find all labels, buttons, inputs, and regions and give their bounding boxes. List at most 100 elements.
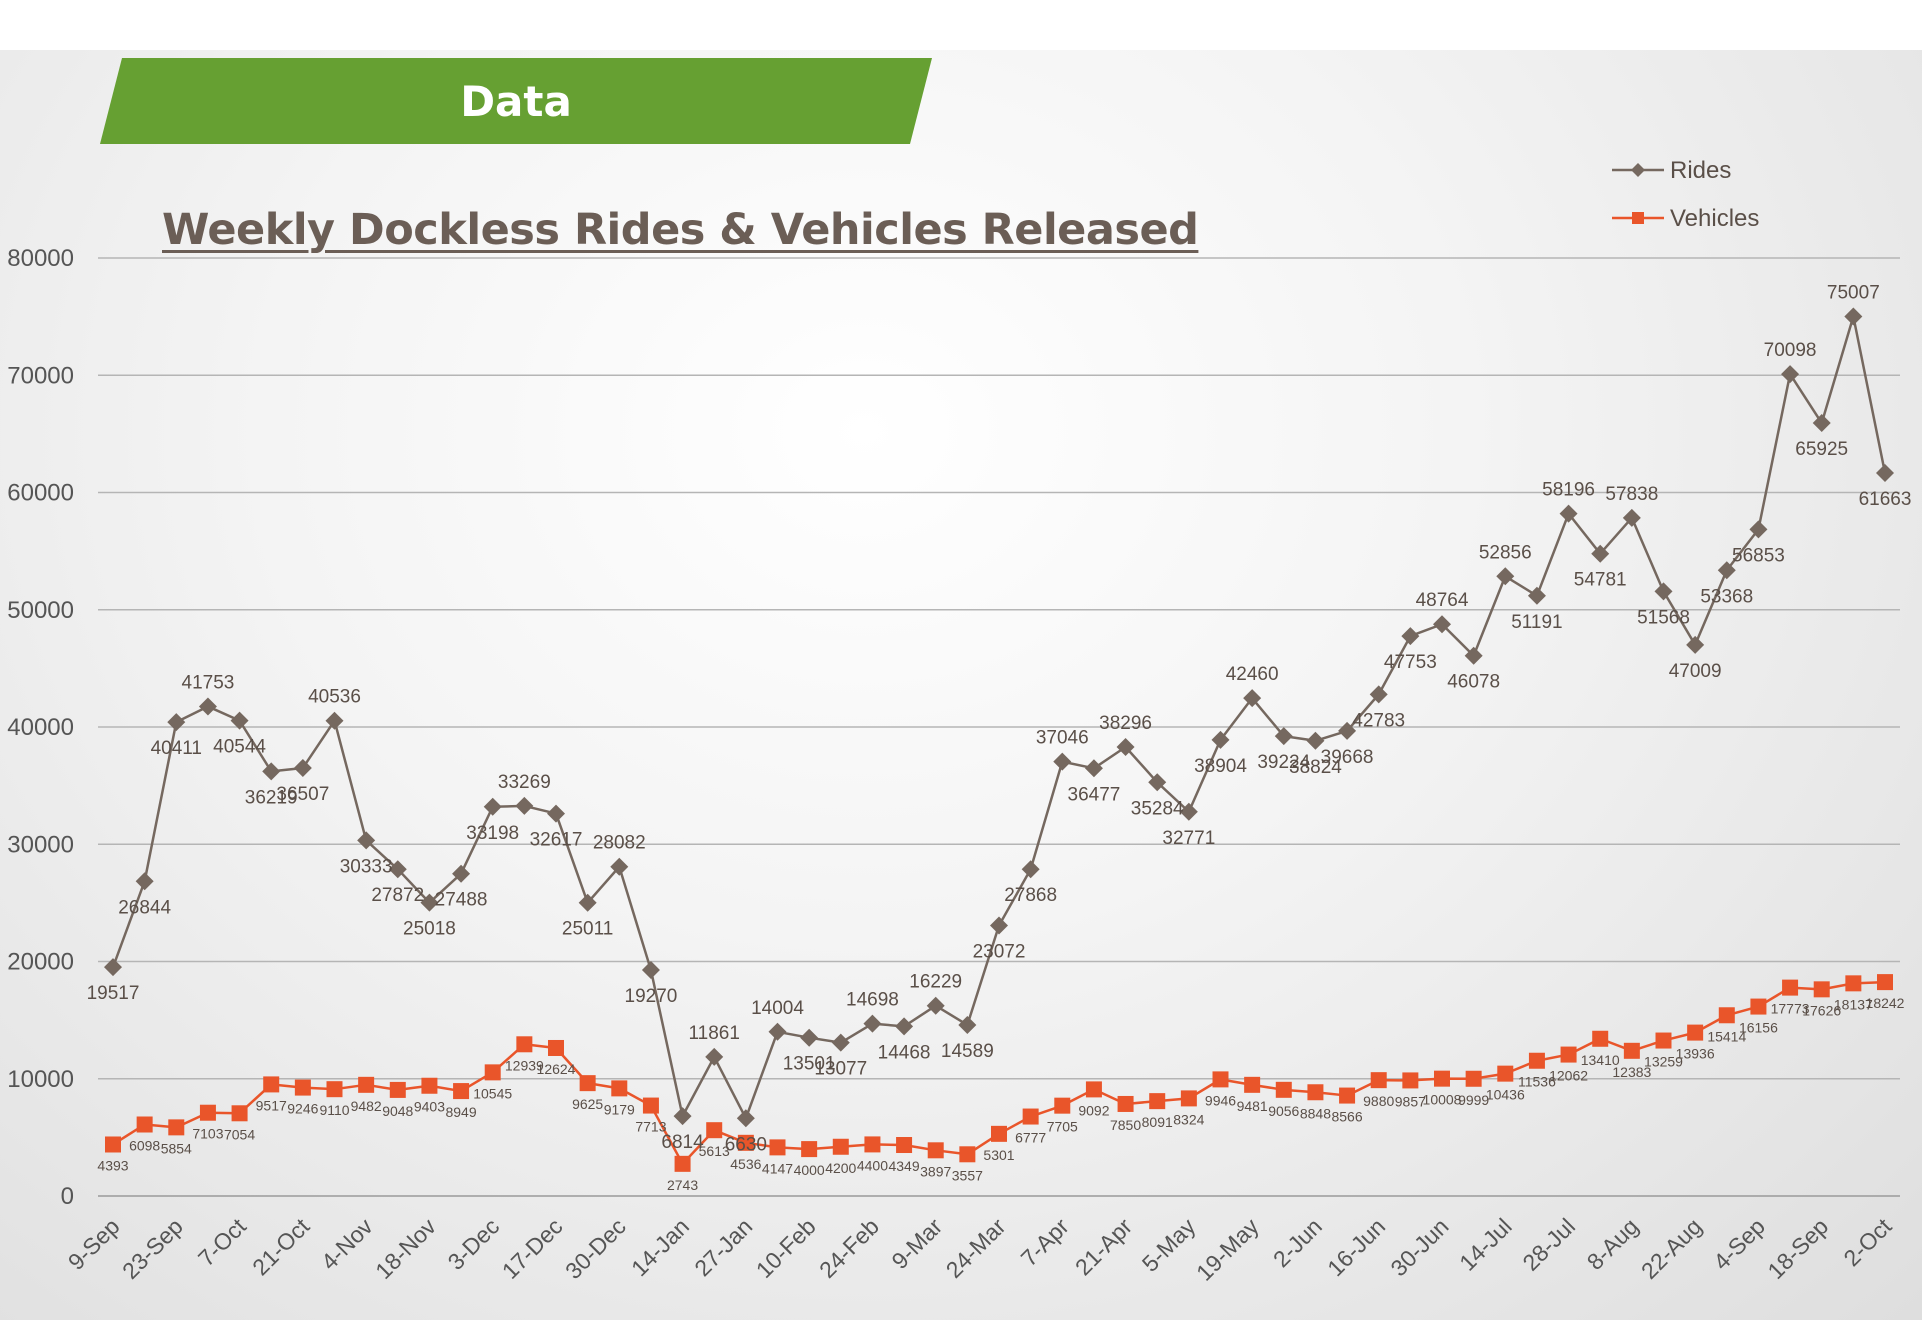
- vehicles-point: [1497, 1065, 1514, 1082]
- vehicles-data-label: 12939: [505, 1057, 544, 1073]
- vehicles-data-label: 9517: [256, 1097, 287, 1113]
- x-tick-label: 24-Mar: [941, 1213, 1011, 1283]
- vehicles-data-label: 9179: [604, 1101, 635, 1117]
- vehicles-point: [1307, 1084, 1324, 1101]
- rides-data-label: 40544: [213, 737, 266, 758]
- rides-point: [1084, 759, 1103, 778]
- rides-point: [262, 762, 281, 781]
- rides-data-label: 39224: [1257, 752, 1310, 773]
- vehicles-point: [959, 1146, 976, 1163]
- vehicles-data-label: 3897: [920, 1163, 951, 1179]
- x-tick-label: 27-Jan: [689, 1213, 757, 1281]
- vehicles-data-label: 9056: [1268, 1103, 1299, 1119]
- vehicles-data-label: 7054: [224, 1126, 255, 1142]
- vehicles-point: [1275, 1081, 1292, 1098]
- rides-data-label: 47753: [1384, 652, 1437, 673]
- x-tick-label: 2-Jun: [1268, 1213, 1327, 1272]
- rides-data-label: 42783: [1352, 710, 1405, 731]
- rides-data-label: 38824: [1289, 757, 1342, 778]
- vehicles-data-label: 16156: [1739, 1020, 1778, 1036]
- rides-point: [1876, 464, 1894, 483]
- rides-data-label: 52856: [1479, 542, 1532, 563]
- vehicles-point: [1402, 1072, 1419, 1089]
- rides-data-label: 75007: [1827, 283, 1880, 304]
- rides-point: [831, 1033, 850, 1052]
- vehicles-data-label: 8566: [1331, 1109, 1362, 1125]
- vehicles-data-label: 9625: [572, 1096, 603, 1112]
- rides-point: [230, 711, 249, 730]
- rides-data-label: 14468: [878, 1042, 931, 1063]
- vehicles-point: [1180, 1090, 1197, 1107]
- vehicles-point: [484, 1064, 501, 1081]
- rides-data-label: 53368: [1700, 586, 1753, 607]
- vehicles-point: [105, 1136, 121, 1153]
- rides-data-label: 33269: [498, 772, 551, 793]
- vehicles-point: [1212, 1071, 1229, 1088]
- rides-data-label: 28082: [593, 833, 646, 854]
- vehicles-point: [927, 1142, 944, 1159]
- vehicles-point: [1877, 974, 1893, 991]
- vehicles-data-label: 18137: [1834, 996, 1873, 1012]
- rides-point: [483, 797, 502, 816]
- y-tick-label: 20000: [7, 949, 74, 976]
- rides-data-label: 13501: [783, 1054, 836, 1075]
- rides-data-label: 37046: [1036, 728, 1089, 749]
- legend-label-vehicles: Vehicles: [1670, 205, 1759, 232]
- rides-data-label: 14698: [846, 990, 899, 1011]
- vehicles-point: [769, 1139, 786, 1156]
- rides-point: [452, 864, 471, 883]
- vehicles-data-label: 4349: [888, 1158, 919, 1174]
- vehicles-data-label: 7705: [1047, 1119, 1078, 1135]
- rides-data-label: 35284: [1131, 798, 1184, 819]
- x-tick-label: 4-Nov: [316, 1213, 378, 1275]
- vehicles-point: [801, 1141, 818, 1158]
- rides-point: [895, 1017, 914, 1036]
- rides-data-label: 19270: [625, 986, 678, 1007]
- vehicles-point: [136, 1116, 153, 1133]
- rides-point: [1591, 544, 1610, 563]
- rides-data-label: 56853: [1732, 545, 1785, 566]
- x-tick-label: 8-Aug: [1582, 1213, 1644, 1275]
- line-chart: 0 10000 20000 30000 40000 50000 60000 70000 8000…: [7, 157, 1912, 1286]
- rides-data-label: 54781: [1574, 570, 1627, 591]
- vehicles-data-label: 8949: [445, 1104, 476, 1120]
- vehicles-data-label: 9946: [1205, 1092, 1236, 1108]
- x-tick-label: 18-Sep: [1762, 1213, 1833, 1284]
- vehicles-point: [674, 1155, 691, 1172]
- rides-point: [673, 1107, 692, 1126]
- rides-point: [1179, 802, 1198, 821]
- x-tick-label: 30-Jun: [1385, 1213, 1453, 1281]
- vehicles-point: [1339, 1087, 1356, 1104]
- x-tick-label: 9-Sep: [63, 1213, 125, 1275]
- vehicles-point: [1528, 1052, 1545, 1069]
- legend-label-rides: Rides: [1670, 157, 1731, 184]
- vehicles-point: [1782, 979, 1799, 996]
- rides-point: [736, 1109, 755, 1128]
- rides-data-label: 57838: [1605, 484, 1658, 505]
- vehicles-point: [1244, 1076, 1261, 1093]
- vehicles-data-label: 5613: [699, 1143, 730, 1159]
- rides-point: [1527, 586, 1546, 605]
- rides-data-label: 51568: [1637, 607, 1690, 628]
- rides-data-label: 42460: [1226, 664, 1279, 685]
- vehicles-point: [896, 1137, 913, 1154]
- vehicles-point: [991, 1125, 1007, 1142]
- vehicles-point: [421, 1077, 438, 1094]
- vehicles-data-label: 6777: [1015, 1130, 1046, 1146]
- rides-point: [1686, 635, 1705, 654]
- rides-data-label: 27868: [1004, 885, 1057, 906]
- vehicles-point: [1117, 1095, 1134, 1112]
- rides-point: [1812, 414, 1831, 433]
- rides-data-label: 14589: [941, 1041, 994, 1062]
- rides-data-label: 32771: [1162, 828, 1215, 849]
- series: [104, 307, 1894, 1172]
- rides-point: [1211, 730, 1230, 749]
- rides-point: [768, 1022, 787, 1041]
- rides-point: [1274, 727, 1293, 746]
- vehicles-point: [231, 1105, 248, 1122]
- x-tick-label: 14-Jul: [1454, 1213, 1517, 1276]
- x-tick-label: 21-Apr: [1070, 1213, 1137, 1280]
- rides-point: [357, 831, 376, 850]
